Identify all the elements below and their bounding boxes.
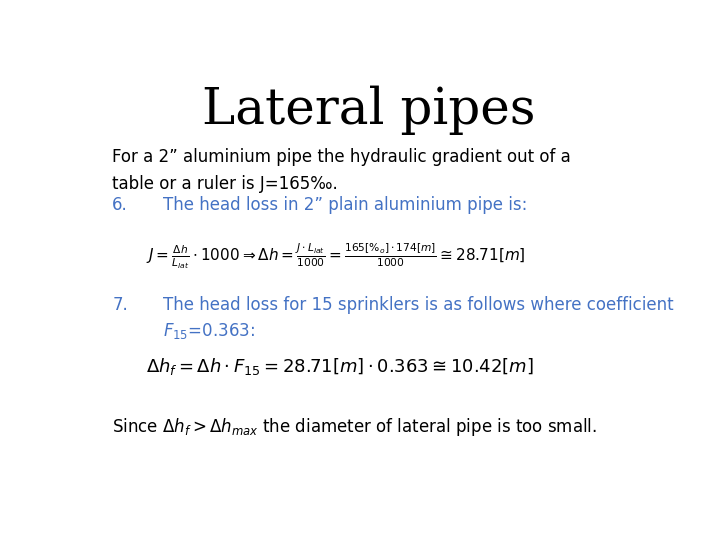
Text: $J = \frac{\Delta h}{L_{lat}} \cdot 1000 \Rightarrow \Delta h = \frac{J \cdot L_: $J = \frac{\Delta h}{L_{lat}} \cdot 1000… <box>145 241 526 271</box>
Text: The head loss for 15 sprinklers is as follows where coefficient: The head loss for 15 sprinklers is as fo… <box>163 295 673 314</box>
Text: $\Delta h_f = \Delta h \cdot F_{15} = 28.71[m] \cdot 0.363 \cong 10.42[m]$: $\Delta h_f = \Delta h \cdot F_{15} = 28… <box>145 356 534 377</box>
Text: Lateral pipes: Lateral pipes <box>202 85 536 135</box>
Text: For a 2” aluminium pipe the hydraulic gradient out of a: For a 2” aluminium pipe the hydraulic gr… <box>112 148 571 166</box>
Text: Since $\Delta h_f$$>$$\Delta h_{max}$ the diameter of lateral pipe is too small.: Since $\Delta h_f$$>$$\Delta h_{max}$ th… <box>112 416 598 438</box>
Text: $F_{15}$=0.363:: $F_{15}$=0.363: <box>163 321 255 341</box>
Text: table or a ruler is J=165‰.: table or a ruler is J=165‰. <box>112 175 338 193</box>
Text: 7.: 7. <box>112 295 128 314</box>
Text: The head loss in 2” plain aluminium pipe is:: The head loss in 2” plain aluminium pipe… <box>163 196 527 214</box>
Text: 6.: 6. <box>112 196 128 214</box>
